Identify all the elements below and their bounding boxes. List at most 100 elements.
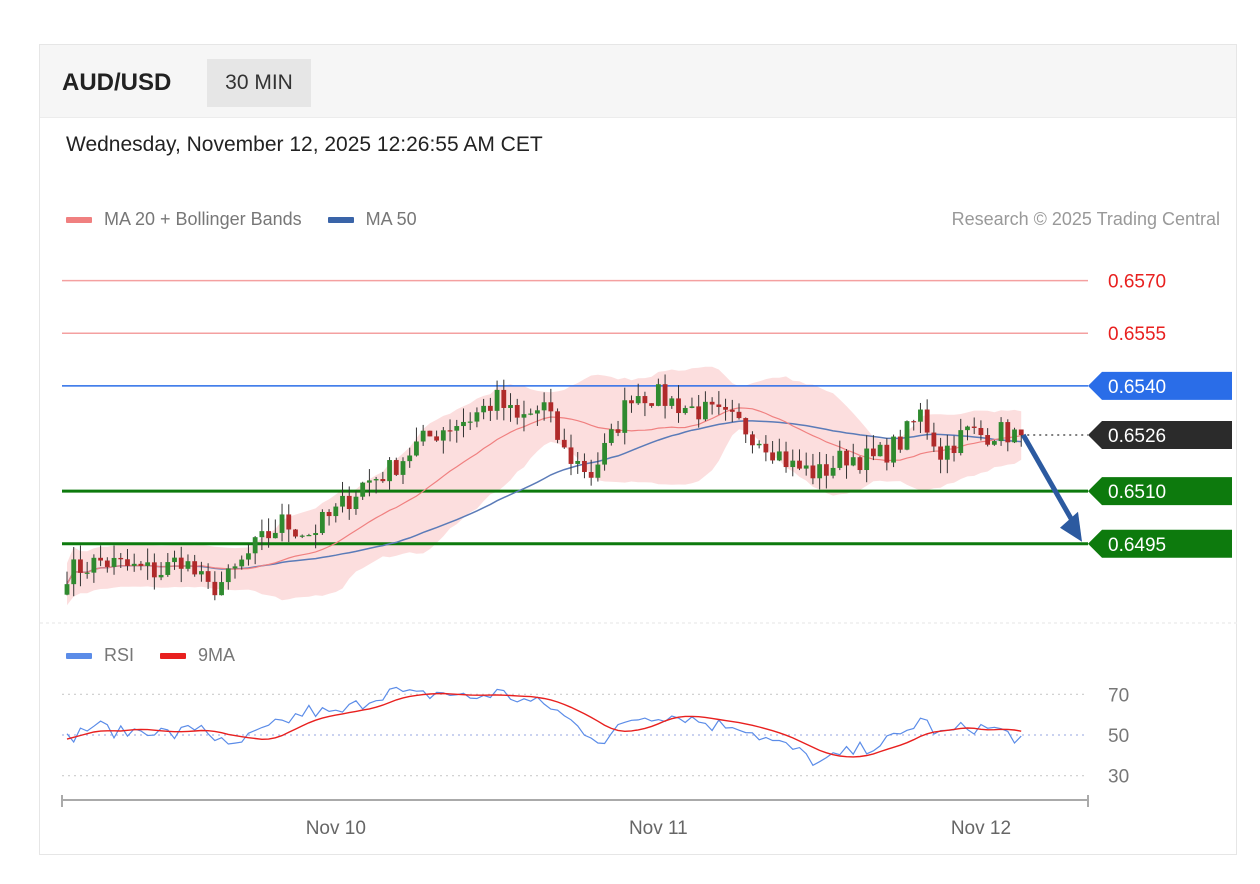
- candle: [246, 544, 251, 566]
- candle: [64, 571, 70, 596]
- candle: [736, 403, 742, 420]
- candle: [440, 427, 446, 454]
- candle-body: [944, 445, 950, 460]
- candle: [326, 509, 332, 526]
- candle-body: [225, 568, 231, 583]
- candle: [938, 437, 943, 474]
- candle: [172, 550, 177, 570]
- candle-body: [575, 460, 581, 464]
- candle-body: [649, 403, 655, 406]
- candle-body: [501, 389, 507, 408]
- candle: [568, 434, 574, 476]
- candle-body: [111, 557, 117, 567]
- candle: [891, 434, 896, 468]
- level-tag-support: [1088, 529, 1232, 558]
- candle: [232, 563, 238, 579]
- candle: [91, 554, 97, 583]
- candle: [199, 561, 204, 582]
- candle-body: [158, 574, 164, 578]
- candle-body: [440, 430, 446, 441]
- candle-body: [857, 457, 863, 471]
- candle: [871, 435, 876, 461]
- candle: [185, 554, 191, 572]
- candle: [266, 518, 271, 548]
- candle: [272, 519, 278, 539]
- x-tick-label: Nov 11: [629, 818, 688, 839]
- candle: [259, 519, 265, 551]
- rsi-legend: RSI 9MA: [66, 645, 261, 666]
- candle-body: [750, 434, 755, 446]
- candle-body: [629, 400, 634, 404]
- candle: [944, 434, 950, 474]
- candle-body: [770, 452, 775, 461]
- candle-body: [313, 533, 319, 536]
- candle-body: [420, 430, 426, 442]
- candle-body: [602, 442, 607, 465]
- candle: [178, 546, 184, 583]
- candle-body: [172, 557, 177, 563]
- candle-body: [78, 559, 83, 573]
- candle: [884, 438, 890, 471]
- candle: [239, 555, 245, 570]
- chart-header: AUD/USD 30 MIN: [40, 45, 1236, 118]
- candle-body: [467, 421, 473, 423]
- candle-body: [918, 409, 923, 422]
- candle-body: [151, 562, 157, 578]
- candle: [487, 397, 493, 421]
- candle-body: [246, 553, 251, 560]
- candle: [118, 553, 124, 569]
- candle-body: [104, 560, 110, 567]
- candle-body: [474, 412, 480, 422]
- research-credit: Research © 2025 Trading Central: [951, 209, 1220, 229]
- candle: [521, 400, 527, 432]
- candle-body: [434, 436, 439, 441]
- candle-body: [481, 405, 487, 413]
- candle: [387, 457, 392, 490]
- candle-body: [561, 439, 567, 448]
- candle: [1012, 427, 1017, 444]
- candle: [649, 403, 655, 408]
- candle-body: [353, 496, 359, 510]
- candle-body: [998, 422, 1004, 442]
- candle: [991, 440, 997, 446]
- candle: [729, 399, 735, 423]
- candle-body: [212, 581, 218, 596]
- candle: [98, 545, 103, 567]
- candle: [783, 441, 789, 473]
- candle: [743, 417, 749, 443]
- x-tick-label: Nov 10: [306, 818, 366, 839]
- candle: [918, 402, 923, 434]
- candle: [703, 391, 708, 422]
- candle-body: [965, 426, 970, 431]
- candle: [461, 408, 466, 438]
- candle-body: [877, 444, 883, 457]
- candle: [669, 395, 675, 409]
- candle: [414, 427, 419, 457]
- candle-body: [884, 444, 890, 463]
- candle-body: [232, 566, 238, 569]
- level-label-resistance: 0.6570: [1108, 272, 1166, 293]
- candle: [864, 435, 870, 483]
- rsi-line: [66, 686, 1022, 767]
- candle-body: [904, 421, 910, 450]
- candle-body: [64, 584, 70, 595]
- candle: [837, 440, 843, 471]
- timeframe-badge[interactable]: 30 MIN: [207, 59, 311, 107]
- candle-body: [205, 571, 211, 582]
- candle-body: [985, 435, 991, 445]
- candle: [151, 553, 157, 590]
- candle-body: [272, 532, 278, 539]
- candle-body: [958, 430, 964, 454]
- currency-pair-title: AUD/USD: [62, 69, 172, 96]
- candle-body: [897, 436, 903, 450]
- candle: [84, 561, 90, 579]
- candle-body: [239, 559, 245, 567]
- candle-body: [844, 450, 849, 466]
- candle: [803, 452, 809, 476]
- candle: [427, 430, 433, 437]
- candle: [219, 571, 224, 596]
- candle: [689, 397, 695, 409]
- candle: [346, 486, 352, 520]
- candle: [971, 417, 977, 435]
- candle-body: [615, 429, 621, 433]
